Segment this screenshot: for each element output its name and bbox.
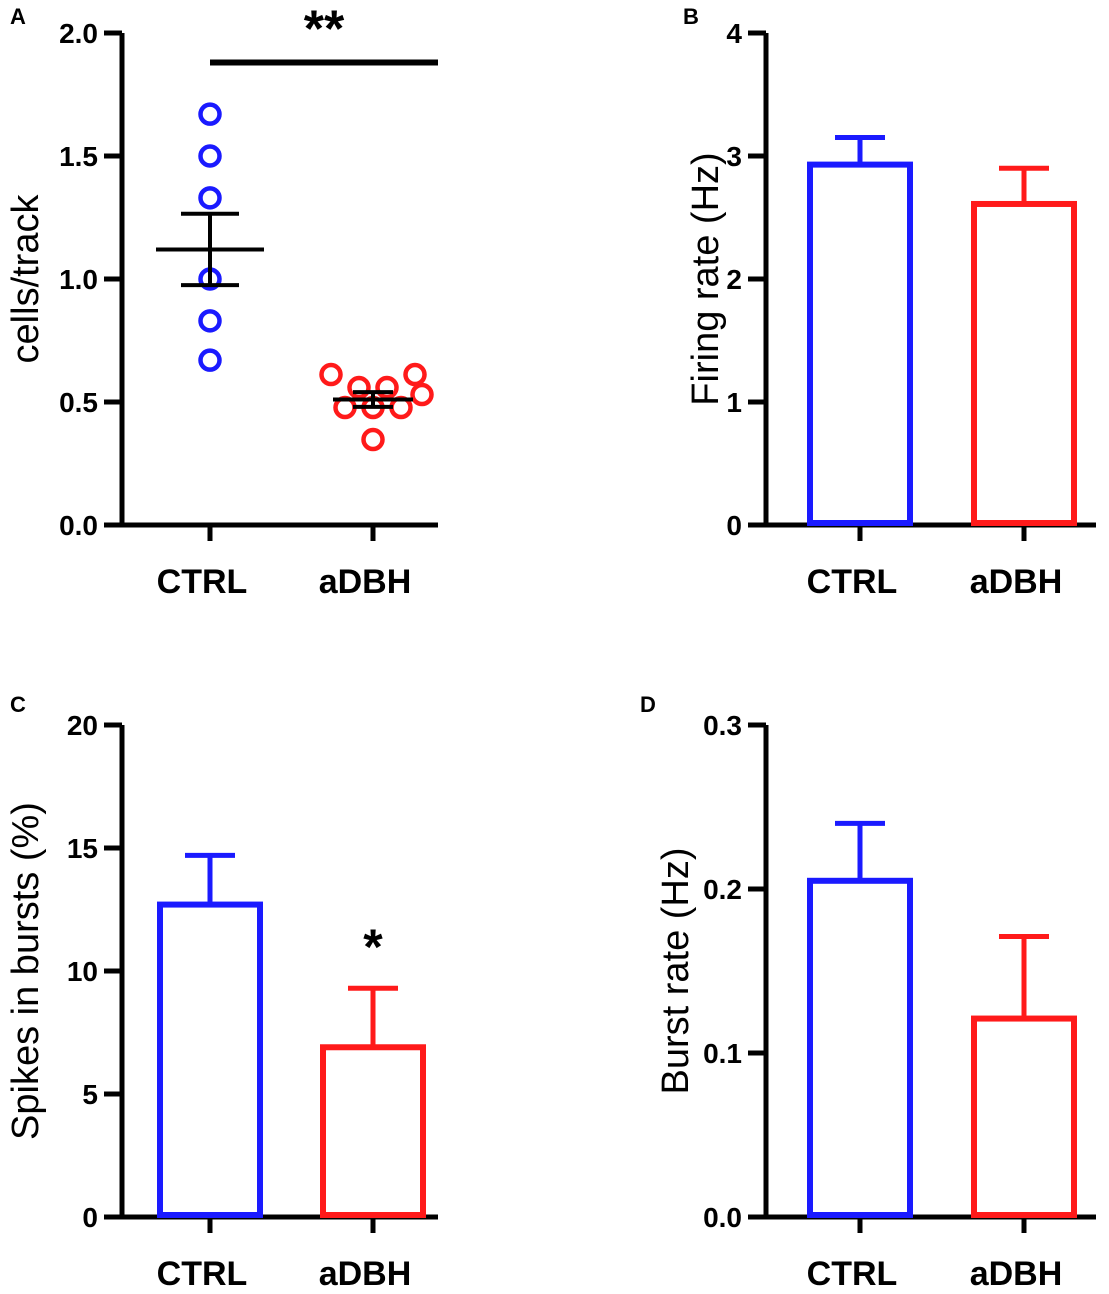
y-axis-title: Firing rate (Hz) xyxy=(685,152,727,405)
bar xyxy=(971,1015,1077,1218)
x-tick-label: aDBH xyxy=(970,563,1063,601)
panel-c: C 0 5 10 15 20 CTRL aDBH Spikes in bursts (%) * xyxy=(5,692,438,1293)
y-tick-label: 0.5 xyxy=(59,387,98,418)
y-tick-label: 0.2 xyxy=(703,874,742,905)
y-axis-title: Spikes in bursts (%) xyxy=(5,802,47,1140)
data-point xyxy=(361,427,385,452)
x-tick-label: CTRL xyxy=(807,563,898,601)
data-point xyxy=(375,375,399,400)
data-point xyxy=(319,362,343,387)
y-axis-title: Burst rate (Hz) xyxy=(655,847,697,1094)
panel-letter: B xyxy=(683,4,699,29)
data-point xyxy=(403,362,427,387)
data-point xyxy=(198,102,222,126)
y-tick-label: 20 xyxy=(67,710,98,741)
bar xyxy=(807,877,913,1218)
y-tick-label: 0.0 xyxy=(59,510,98,541)
panel-letter: C xyxy=(10,692,26,717)
data-point xyxy=(198,309,222,333)
panel-a: A 0.0 0.5 1.0 1.5 2.0 CTRL aDBH cells/track ** xyxy=(5,1,438,601)
data-point xyxy=(410,382,434,407)
y-tick-label: 4 xyxy=(726,18,742,49)
data-point xyxy=(347,375,371,400)
y-tick-label: 1.0 xyxy=(59,264,98,295)
bar xyxy=(807,161,913,527)
x-tick-label: CTRL xyxy=(157,1255,248,1293)
panel-letter: D xyxy=(640,692,656,717)
y-tick-label: 5 xyxy=(82,1079,98,1110)
data-point xyxy=(198,186,222,210)
y-tick-label: 2.0 xyxy=(59,18,98,49)
x-tick-label: aDBH xyxy=(319,1255,412,1293)
bar xyxy=(157,901,263,1219)
y-tick-label: 0.1 xyxy=(703,1038,742,1069)
y-tick-label: 0.3 xyxy=(703,710,742,741)
y-tick-label: 0 xyxy=(726,510,742,541)
y-tick-label: 15 xyxy=(67,833,98,864)
panel-letter: A xyxy=(10,4,26,29)
x-tick-label: CTRL xyxy=(807,1255,898,1293)
y-tick-label: 2 xyxy=(726,264,742,295)
data-point xyxy=(198,348,222,372)
panel-b: B 0 1 2 3 4 CTRL aDBH Firing rate (Hz) xyxy=(683,4,1096,601)
y-tick-label: 1 xyxy=(726,387,742,418)
y-tick-label: 1.5 xyxy=(59,141,98,172)
y-tick-label: 10 xyxy=(67,956,98,987)
x-tick-label: CTRL xyxy=(157,563,248,601)
x-tick-label: aDBH xyxy=(319,563,412,601)
significance-marker: * xyxy=(363,919,383,975)
data-point xyxy=(198,144,222,168)
y-axis-title: cells/track xyxy=(5,194,47,364)
panel-d: D 0.0 0.1 0.2 0.3 CTRL aDBH Burst rate (Hz) xyxy=(640,692,1096,1293)
significance-marker: ** xyxy=(304,1,345,59)
x-tick-label: aDBH xyxy=(970,1255,1063,1293)
y-tick-label: 0 xyxy=(82,1202,98,1233)
y-tick-label: 0.0 xyxy=(703,1202,742,1233)
bar xyxy=(971,200,1077,526)
bar xyxy=(320,1044,426,1219)
y-tick-label: 3 xyxy=(726,141,742,172)
